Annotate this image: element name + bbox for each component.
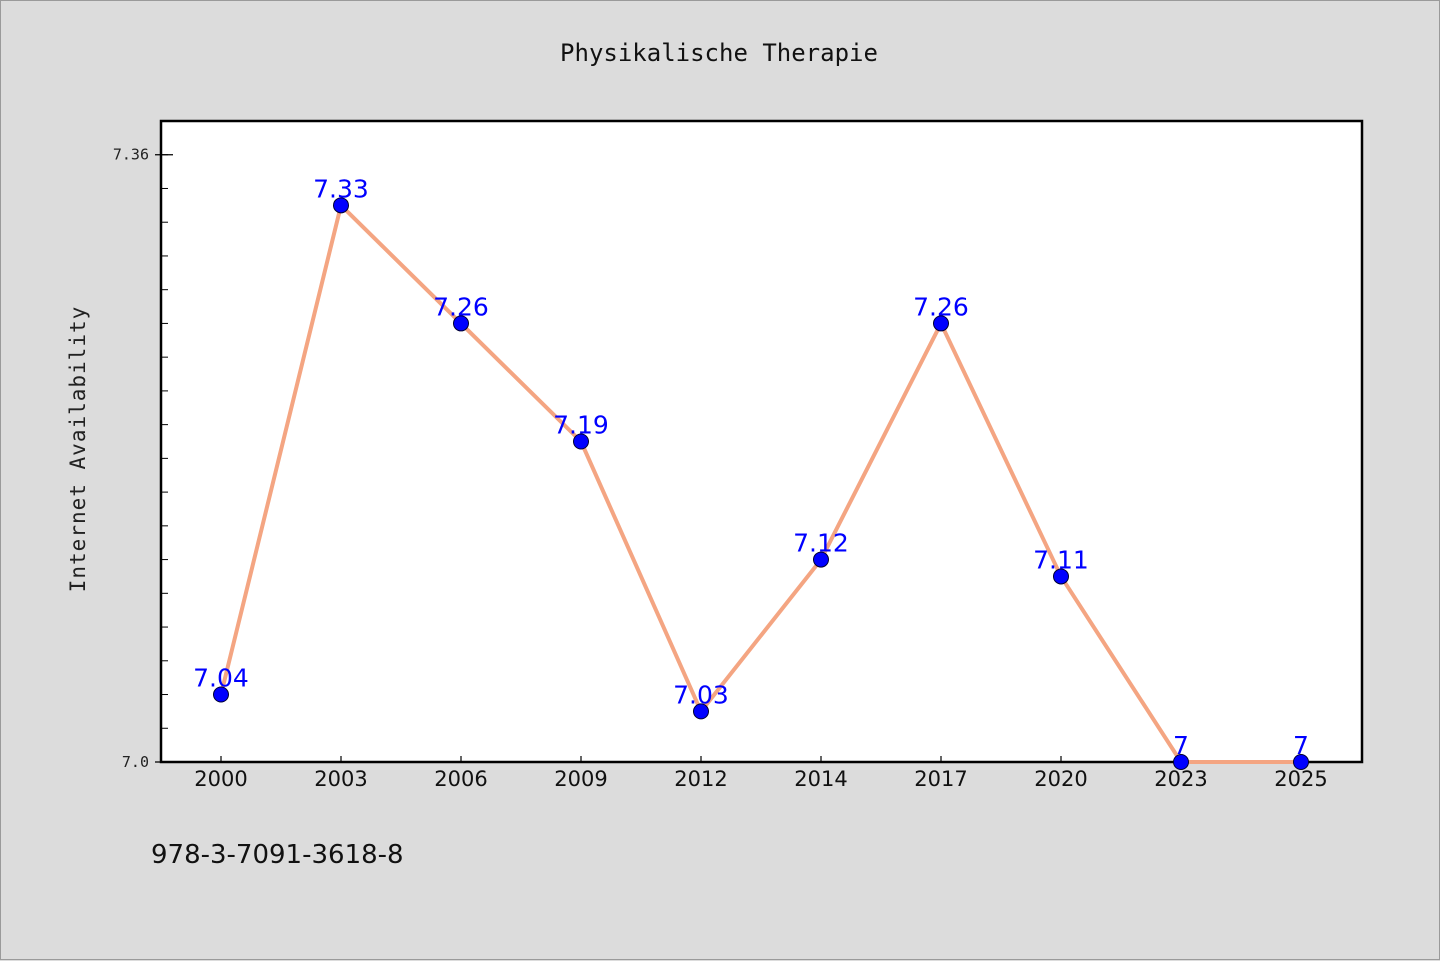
data-label: 7.03 [673,680,729,709]
data-point [333,197,349,214]
series-line-group [219,203,1301,764]
data-point [453,315,469,332]
x-tick-label: 2006 [434,767,487,791]
data-labels: 7.04 7.33 7.26 7.19 7.03 7.12 7.26 7.11 7 7 [193,174,1309,760]
x-tick-label: 2003 [314,767,367,791]
x-tick-label: 2025 [1274,767,1327,791]
data-point [1053,568,1069,585]
data-point [573,433,589,450]
y-tick-label: 7.0 [122,753,149,771]
plot-area [159,119,1364,764]
x-tick-label: 2009 [554,767,607,791]
data-point [1173,754,1189,770]
data-point [933,315,949,332]
data-label: 7.04 [193,664,249,693]
series-line [219,203,1301,764]
data-point [1293,754,1309,770]
data-label: 7.12 [793,529,849,558]
x-tick-label: 2017 [914,767,967,791]
x-tick-label: 2000 [194,767,247,791]
data-label: 7 [1293,731,1309,760]
data-label: 7 [1173,731,1189,760]
data-point [813,551,829,568]
y-tick-label: 7.36 [113,146,149,164]
y-axis-ticks: 7.0 7.36 [113,146,173,771]
series-markers [213,197,1309,770]
data-label: 7.19 [553,411,609,440]
data-label: 7.33 [313,174,369,203]
x-tick-label: 2014 [794,767,847,791]
data-point [693,703,709,720]
x-axis-ticks: 2000 2003 2006 2009 2012 2014 2017 2020 2023 2025 [194,756,1328,791]
x-tick-label: 2023 [1154,767,1207,791]
x-tick-label: 2020 [1034,767,1087,791]
data-label: 7.26 [433,292,489,321]
data-label: 7.11 [1033,545,1089,574]
isbn-text: 978-3-7091-3618-8 [151,840,404,870]
data-point [213,686,229,703]
chart-title: Physikalische Therapie [560,39,878,67]
y-axis-label: Internet Availability [66,306,90,593]
data-label: 7.26 [913,292,969,321]
x-tick-label: 2012 [674,767,727,791]
